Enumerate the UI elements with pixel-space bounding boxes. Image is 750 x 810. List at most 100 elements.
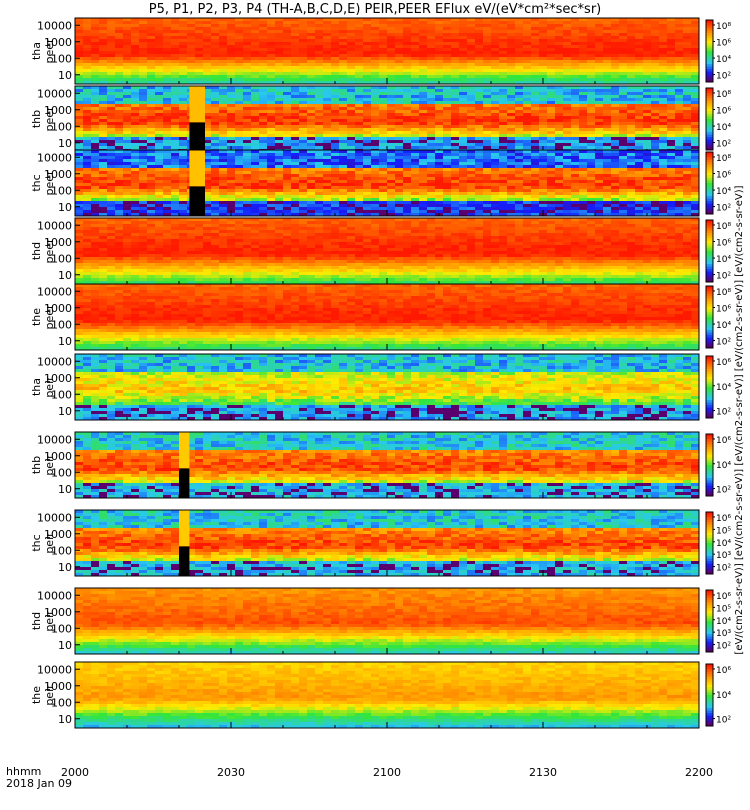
heatmap-cell [611, 183, 619, 186]
heatmap-cell [163, 125, 171, 128]
heatmap-cell [243, 104, 251, 107]
heatmap-cell [379, 171, 387, 174]
heatmap-cell [475, 134, 483, 137]
heatmap-cell [387, 143, 395, 146]
heatmap-cell [691, 168, 699, 171]
colorbar-segment [706, 25, 713, 28]
heatmap-cell [123, 60, 131, 63]
heatmap-cell [195, 36, 203, 39]
heatmap-cell [171, 131, 179, 134]
heatmap-cell [659, 72, 667, 75]
heatmap-cell [339, 54, 347, 57]
heatmap-cell [299, 54, 307, 57]
heatmap-cell [427, 86, 435, 89]
heatmap-cell [427, 116, 435, 119]
heatmap-cell [491, 30, 499, 33]
heatmap-cell [371, 153, 379, 156]
heatmap-cell [563, 201, 571, 204]
heatmap-cell [419, 107, 427, 110]
heatmap-cell [107, 162, 115, 165]
heatmap-cell [195, 75, 203, 78]
heatmap-cell [419, 180, 427, 183]
heatmap-cell [211, 72, 219, 75]
heatmap-cell [587, 131, 595, 134]
heatmap-cell [147, 48, 155, 51]
heatmap-cell [627, 162, 635, 165]
heatmap-cell [307, 54, 315, 57]
heatmap-cell [427, 54, 435, 57]
heatmap-cell [675, 174, 683, 177]
heatmap-cell [355, 186, 363, 189]
heatmap-cell [467, 18, 475, 21]
heatmap-cell [691, 195, 699, 198]
heatmap-cell [395, 110, 403, 113]
heatmap-cell [443, 72, 451, 75]
heatmap-cell [659, 171, 667, 174]
heatmap-cell [523, 54, 531, 57]
heatmap-cell [123, 150, 131, 153]
heatmap-cell [651, 18, 659, 21]
heatmap-cell [211, 137, 219, 140]
heatmap-cell [107, 86, 115, 89]
heatmap-cell [123, 122, 131, 125]
heatmap-cell [371, 204, 379, 207]
heatmap-cell [659, 131, 667, 134]
heatmap-cell [443, 119, 451, 122]
heatmap-cell [651, 42, 659, 45]
heatmap-cell [571, 119, 579, 122]
heatmap-cell [275, 192, 283, 195]
heatmap-cell [419, 153, 427, 156]
heatmap-cell [419, 113, 427, 116]
heatmap-cell [227, 189, 235, 192]
heatmap-cell [547, 137, 555, 140]
heatmap-cell [531, 54, 539, 57]
heatmap-cell [147, 18, 155, 21]
heatmap-cell [571, 39, 579, 42]
heatmap-cell [443, 78, 451, 81]
heatmap-cell [99, 113, 107, 116]
heatmap-cell [267, 48, 275, 51]
heatmap-cell [595, 33, 603, 36]
heatmap-cell [219, 89, 227, 92]
heatmap-cell [475, 177, 483, 180]
heatmap-cell [651, 24, 659, 27]
heatmap-cell [315, 192, 323, 195]
heatmap-cell [259, 189, 267, 192]
heatmap-cell [91, 42, 99, 45]
heatmap-cell [323, 63, 331, 66]
heatmap-cell [515, 174, 523, 177]
heatmap-cell [619, 95, 627, 98]
heatmap-cell [275, 30, 283, 33]
heatmap-cell [315, 116, 323, 119]
heatmap-cell [139, 180, 147, 183]
heatmap-cell [595, 153, 603, 156]
heatmap-cell [515, 128, 523, 131]
heatmap-cell [307, 137, 315, 140]
heatmap-cell [563, 174, 571, 177]
heatmap-cell [187, 78, 195, 81]
heatmap-cell [443, 98, 451, 101]
heatmap-cell [371, 180, 379, 183]
heatmap-cell [499, 104, 507, 107]
heatmap-cell [555, 33, 563, 36]
heatmap-cell [435, 18, 443, 21]
heatmap-cell [595, 42, 603, 45]
heatmap-cell [563, 92, 571, 95]
heatmap-cell [483, 174, 491, 177]
heatmap-cell [435, 21, 443, 24]
heatmap-cell [211, 119, 219, 122]
heatmap-cell [291, 92, 299, 95]
heatmap-cell [115, 119, 123, 122]
heatmap-cell [251, 36, 259, 39]
heatmap-cell [195, 60, 203, 63]
heatmap-cell [91, 116, 99, 119]
heatmap-cell [267, 45, 275, 48]
heatmap-cell [411, 63, 419, 66]
heatmap-cell [411, 107, 419, 110]
heatmap-cell [395, 174, 403, 177]
heatmap-cell [579, 110, 587, 113]
heatmap-cell [147, 122, 155, 125]
heatmap-cell [467, 165, 475, 168]
heatmap-cell [627, 174, 635, 177]
heatmap-cell [283, 122, 291, 125]
